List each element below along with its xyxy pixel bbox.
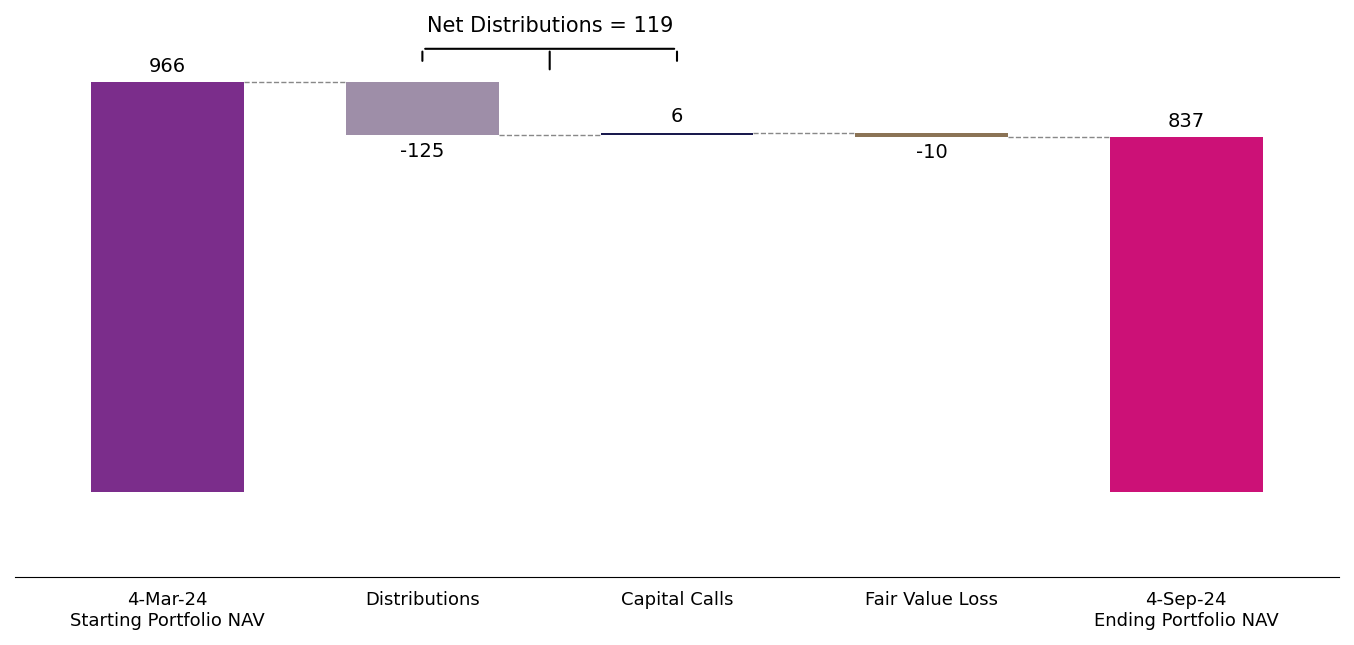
Text: 837: 837 — [1167, 112, 1205, 131]
Bar — [91, 83, 244, 492]
Bar — [856, 133, 1007, 137]
Text: -125: -125 — [401, 142, 444, 161]
Bar — [601, 133, 753, 135]
Text: -10: -10 — [915, 143, 948, 163]
Bar — [1110, 137, 1263, 492]
Bar — [347, 83, 498, 135]
Text: Net Distributions = 119: Net Distributions = 119 — [427, 16, 673, 36]
Text: 6: 6 — [670, 108, 684, 126]
Text: 966: 966 — [149, 57, 187, 76]
